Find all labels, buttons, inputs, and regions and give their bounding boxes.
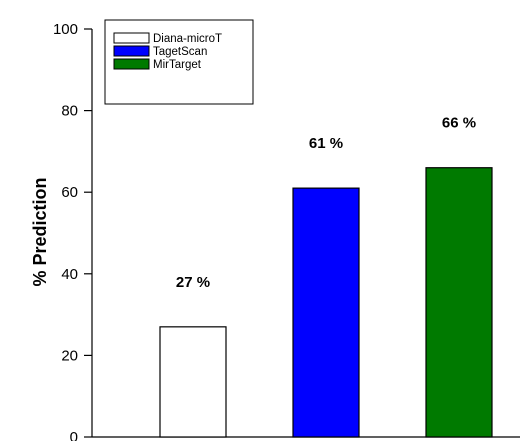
data-labels-group: 27 % 61 % 66 % <box>176 115 476 291</box>
y-axis-ticks: 0 20 40 60 80 100 <box>53 21 92 441</box>
y-axis-title: % Prediction <box>30 177 50 286</box>
legend: Diana-microT TagetScan MirTarget <box>104 19 254 105</box>
y-tick-label-4: 80 <box>61 103 78 120</box>
bar-diana-microt <box>159 326 227 438</box>
bars-group <box>159 167 493 438</box>
y-tick-label-1: 20 <box>61 347 78 364</box>
legend-swatch-0 <box>113 32 150 44</box>
legend-label-0: Diana-microT <box>153 33 222 45</box>
legend-label-1: TagetScan <box>153 46 207 58</box>
legend-swatch-2 <box>113 58 150 70</box>
y-tick-label-5: 100 <box>53 21 78 38</box>
legend-label-2: MirTarget <box>153 59 202 71</box>
y-tick-label-2: 40 <box>61 266 78 283</box>
data-label-0: 27 % <box>176 274 210 291</box>
y-tick-label-3: 60 <box>61 184 78 201</box>
y-tick-label-0: 0 <box>70 429 78 441</box>
data-label-2: 66 % <box>442 115 476 132</box>
legend-swatch-1 <box>113 45 150 57</box>
bar-mirtarget <box>425 167 493 438</box>
bar-tagetscan <box>292 187 360 438</box>
data-label-1: 61 % <box>309 135 343 152</box>
